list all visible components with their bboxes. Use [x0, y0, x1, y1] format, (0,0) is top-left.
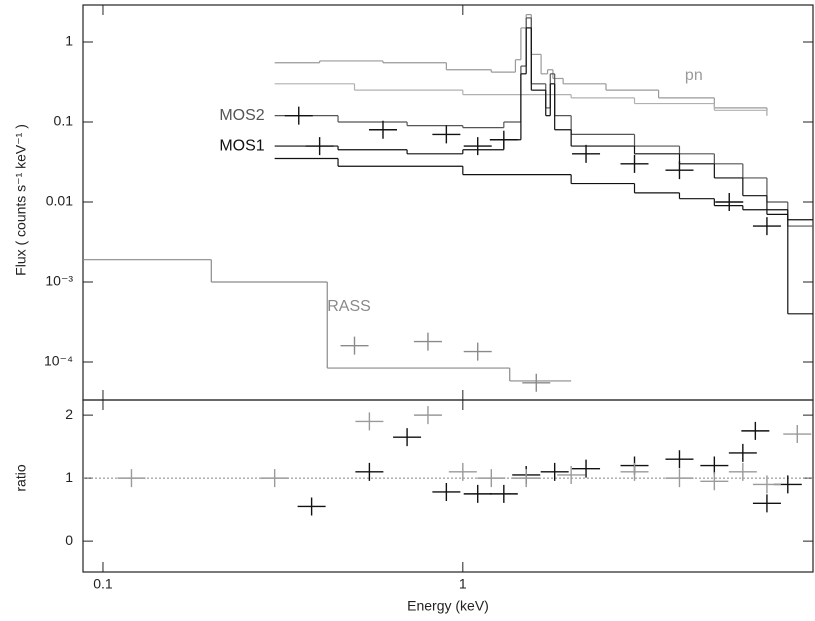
data-point — [783, 425, 812, 444]
data-point — [463, 484, 492, 503]
plot-area — [83, 13, 813, 392]
data-point — [715, 192, 744, 211]
data-point — [572, 459, 601, 478]
data-point — [752, 217, 781, 236]
data-point — [728, 443, 757, 462]
data-point — [260, 469, 289, 488]
data-point — [728, 462, 757, 481]
y-tick-label: 0 — [65, 532, 73, 548]
data-point — [477, 469, 506, 488]
data-point — [489, 130, 518, 149]
data-point — [665, 469, 694, 488]
data-point — [432, 125, 461, 144]
data-point — [305, 137, 334, 156]
data-point — [512, 469, 541, 488]
data-point — [393, 428, 422, 447]
y-axis-label: ratio — [13, 464, 29, 491]
x-axis-label: Energy (keV) — [407, 598, 489, 614]
series-annotation: pn — [685, 67, 703, 84]
data-point — [752, 475, 781, 494]
data-point — [522, 373, 551, 392]
y-tick-label: 1 — [65, 33, 73, 49]
y-tick-label: 10⁻³ — [45, 273, 73, 289]
top-panel-frame — [82, 4, 814, 401]
data-point — [432, 482, 461, 501]
data-point — [448, 462, 477, 481]
data-point — [620, 462, 649, 481]
y-tick-label: 10⁻⁴ — [44, 353, 73, 369]
data-point — [700, 456, 729, 475]
data-point — [413, 406, 442, 425]
data-point — [297, 497, 326, 516]
data-point — [340, 336, 369, 355]
x-tick-label: 0.1 — [93, 576, 113, 592]
data-point — [463, 137, 492, 156]
data-point — [572, 144, 601, 163]
data-point — [355, 462, 384, 481]
data-point — [557, 465, 586, 484]
data-point — [355, 412, 384, 431]
data-point — [368, 120, 397, 139]
data-point — [284, 106, 313, 125]
series-annotation: RASS — [327, 298, 371, 315]
y-tick-label: 0.01 — [46, 193, 73, 209]
y-tick-label: 2 — [65, 406, 73, 422]
data-point — [700, 472, 729, 491]
data-point — [413, 332, 442, 351]
data-point — [665, 161, 694, 180]
series-annotation: MOS2 — [219, 107, 264, 124]
y-tick-label: 1 — [65, 469, 73, 485]
series-annotation: MOS1 — [219, 137, 264, 154]
plot-area — [83, 406, 813, 516]
data-point — [741, 421, 770, 440]
y-tick-label: 0.1 — [54, 113, 74, 129]
data-point — [117, 469, 146, 488]
data-point — [540, 462, 569, 481]
data-point — [752, 494, 781, 513]
y-axis-label: Flux ( counts s⁻¹ keV⁻¹ ) — [13, 124, 29, 276]
data-point — [620, 154, 649, 173]
x-tick-label: 1 — [459, 576, 467, 592]
data-point — [665, 450, 694, 469]
data-point — [463, 342, 492, 361]
bottom-panel-frame — [82, 399, 814, 573]
data-point — [489, 484, 518, 503]
